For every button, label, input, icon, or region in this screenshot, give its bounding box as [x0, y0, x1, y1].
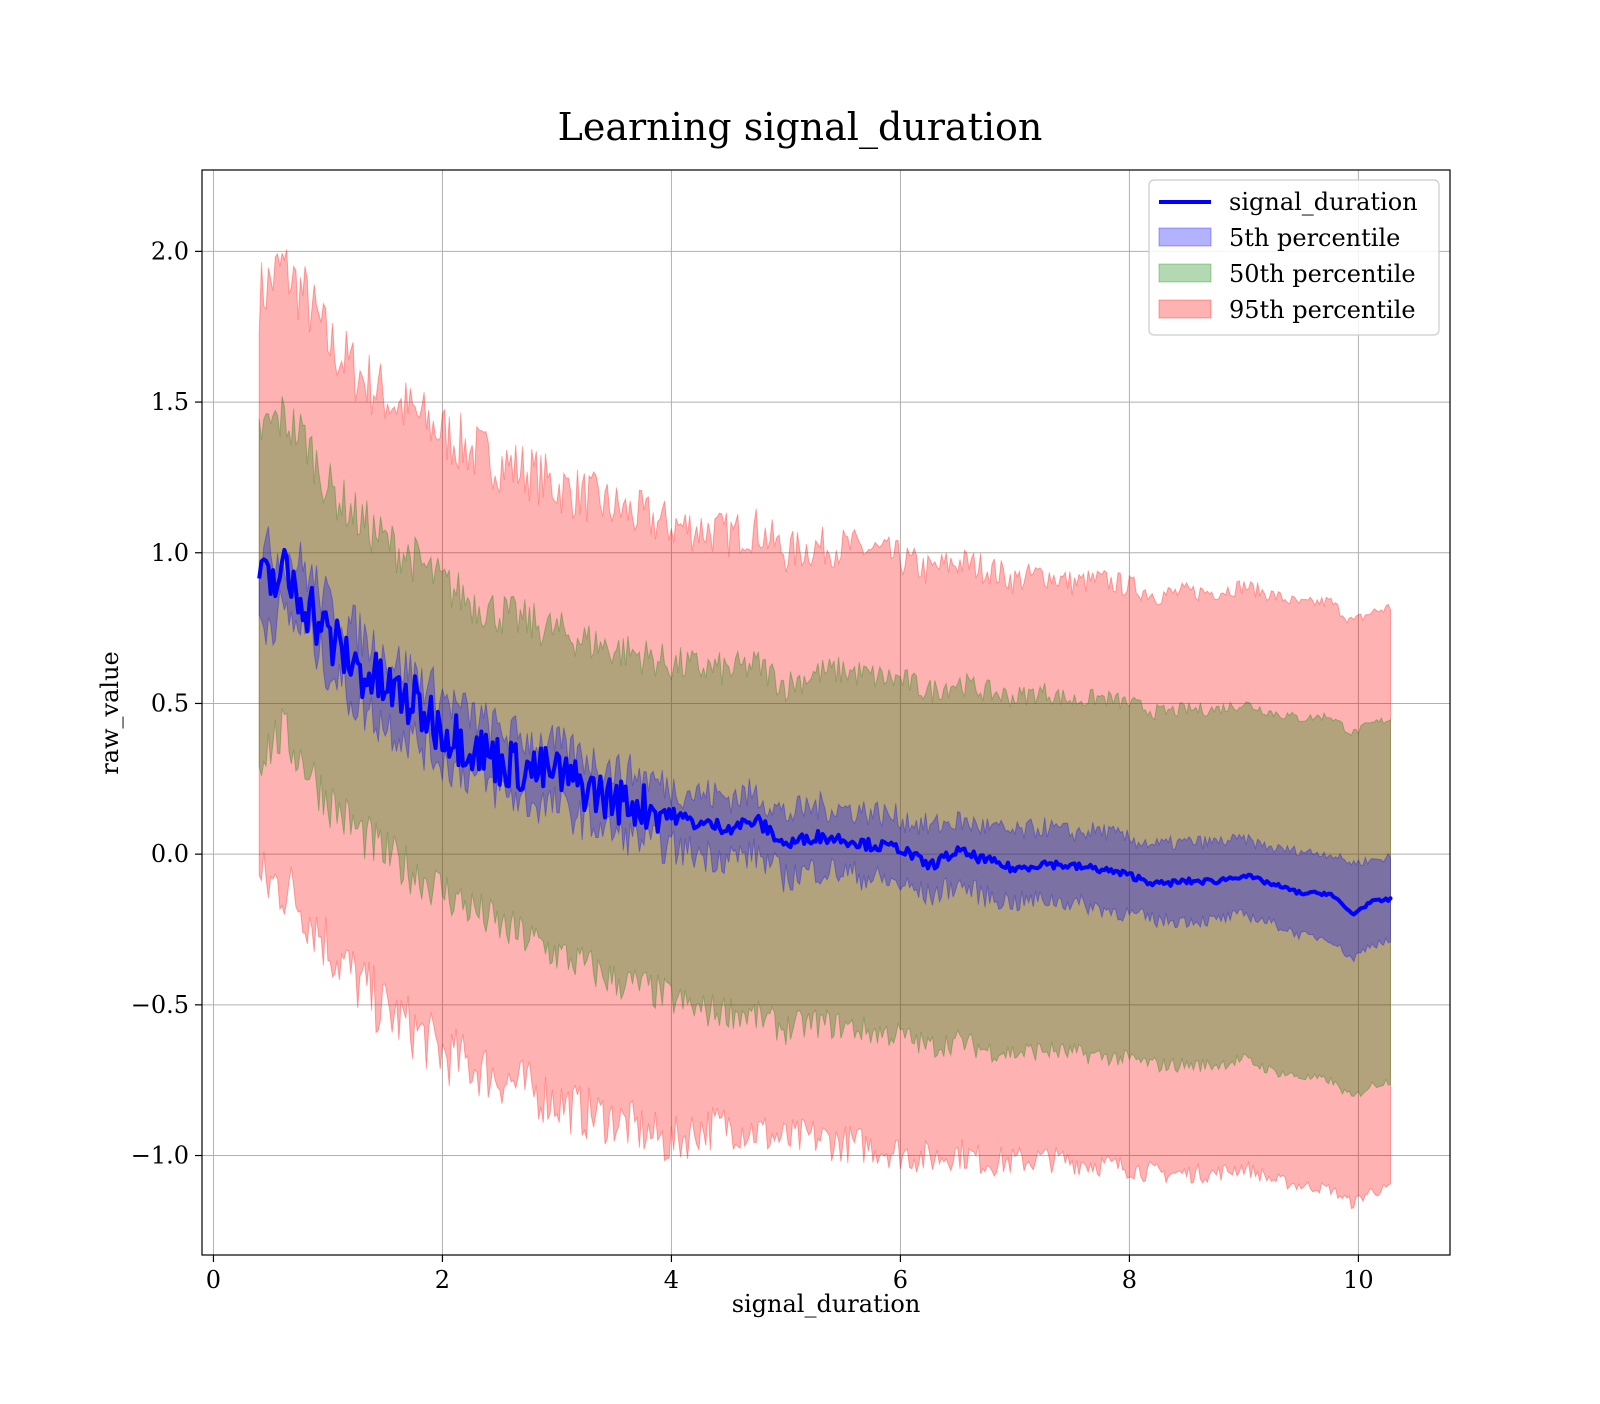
legend-box [1148, 179, 1440, 336]
y-tick-label: 1.0 [151, 539, 189, 567]
y-axis-label: raw_value [96, 651, 124, 775]
y-tick-label: −0.5 [131, 991, 189, 1019]
legend-label: 95th percentile [1229, 296, 1416, 324]
chart-title: Learning signal_duration [558, 105, 1043, 150]
series-line-signal-duration [257, 547, 1393, 917]
x-tick-label: 2 [435, 1266, 450, 1294]
x-axis-label: signal_duration [732, 1290, 921, 1318]
percentile-bands [258, 249, 1391, 1210]
x-tick-label: 6 [893, 1266, 908, 1294]
y-tick-label: 1.5 [151, 388, 189, 416]
x-tick-label: 8 [1122, 1266, 1137, 1294]
x-tick-label: 10 [1343, 1266, 1374, 1294]
legend-label: 50th percentile [1229, 260, 1416, 288]
legend: signal_duration 5th percentile 50th perc… [1148, 179, 1440, 336]
legend-swatch [1158, 227, 1212, 247]
y-tick-label: 0.0 [151, 840, 189, 868]
x-tick-label: 0 [206, 1266, 221, 1294]
y-tick-label: 2.0 [151, 237, 189, 265]
legend-swatch [1158, 299, 1212, 319]
legend-label: 5th percentile [1229, 224, 1400, 252]
x-axis-ticks: 0 2 4 6 8 10 [206, 1255, 1374, 1294]
legend-label: signal_duration [1229, 188, 1418, 216]
x-tick-label: 4 [664, 1266, 679, 1294]
plot-frame [201, 169, 1451, 1256]
y-axis-ticks: −1.0 −0.5 0.0 0.5 1.0 1.5 2.0 [131, 237, 202, 1170]
legend-swatch [1158, 263, 1212, 283]
y-tick-label: 0.5 [151, 689, 189, 717]
y-tick-label: −1.0 [131, 1142, 189, 1170]
percentile-band-95th [258, 249, 1391, 1210]
series-lines [257, 547, 1393, 917]
percentile-band-50th [258, 396, 1391, 1098]
